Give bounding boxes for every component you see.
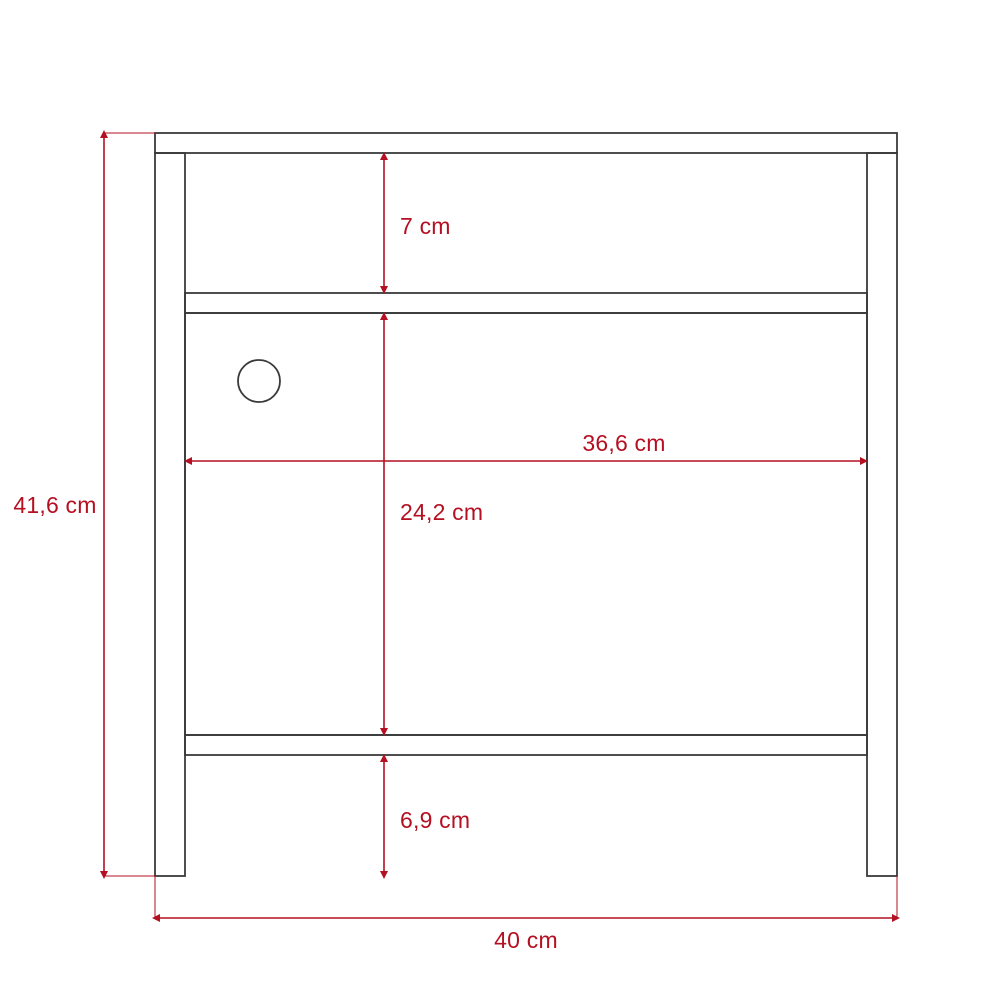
technical-drawing: 41,6 cm 40 cm 7 cm 24,2 cm 6,9 cm 36,6 cm	[0, 0, 1000, 1000]
door_height-label: 24,2 cm	[400, 499, 483, 525]
leg-right	[867, 153, 897, 876]
top-panel	[155, 133, 897, 153]
door_width-label: 36,6 cm	[582, 430, 665, 456]
open_gap-label: 7 cm	[400, 213, 451, 239]
shelf-panel	[185, 293, 867, 313]
total_height-label: 41,6 cm	[13, 492, 96, 518]
total_width-label: 40 cm	[494, 927, 558, 953]
door-panel	[185, 313, 867, 735]
bottom-panel	[185, 735, 867, 755]
door-knob	[238, 360, 280, 402]
leg-left	[155, 153, 185, 876]
leg_height-label: 6,9 cm	[400, 807, 470, 833]
